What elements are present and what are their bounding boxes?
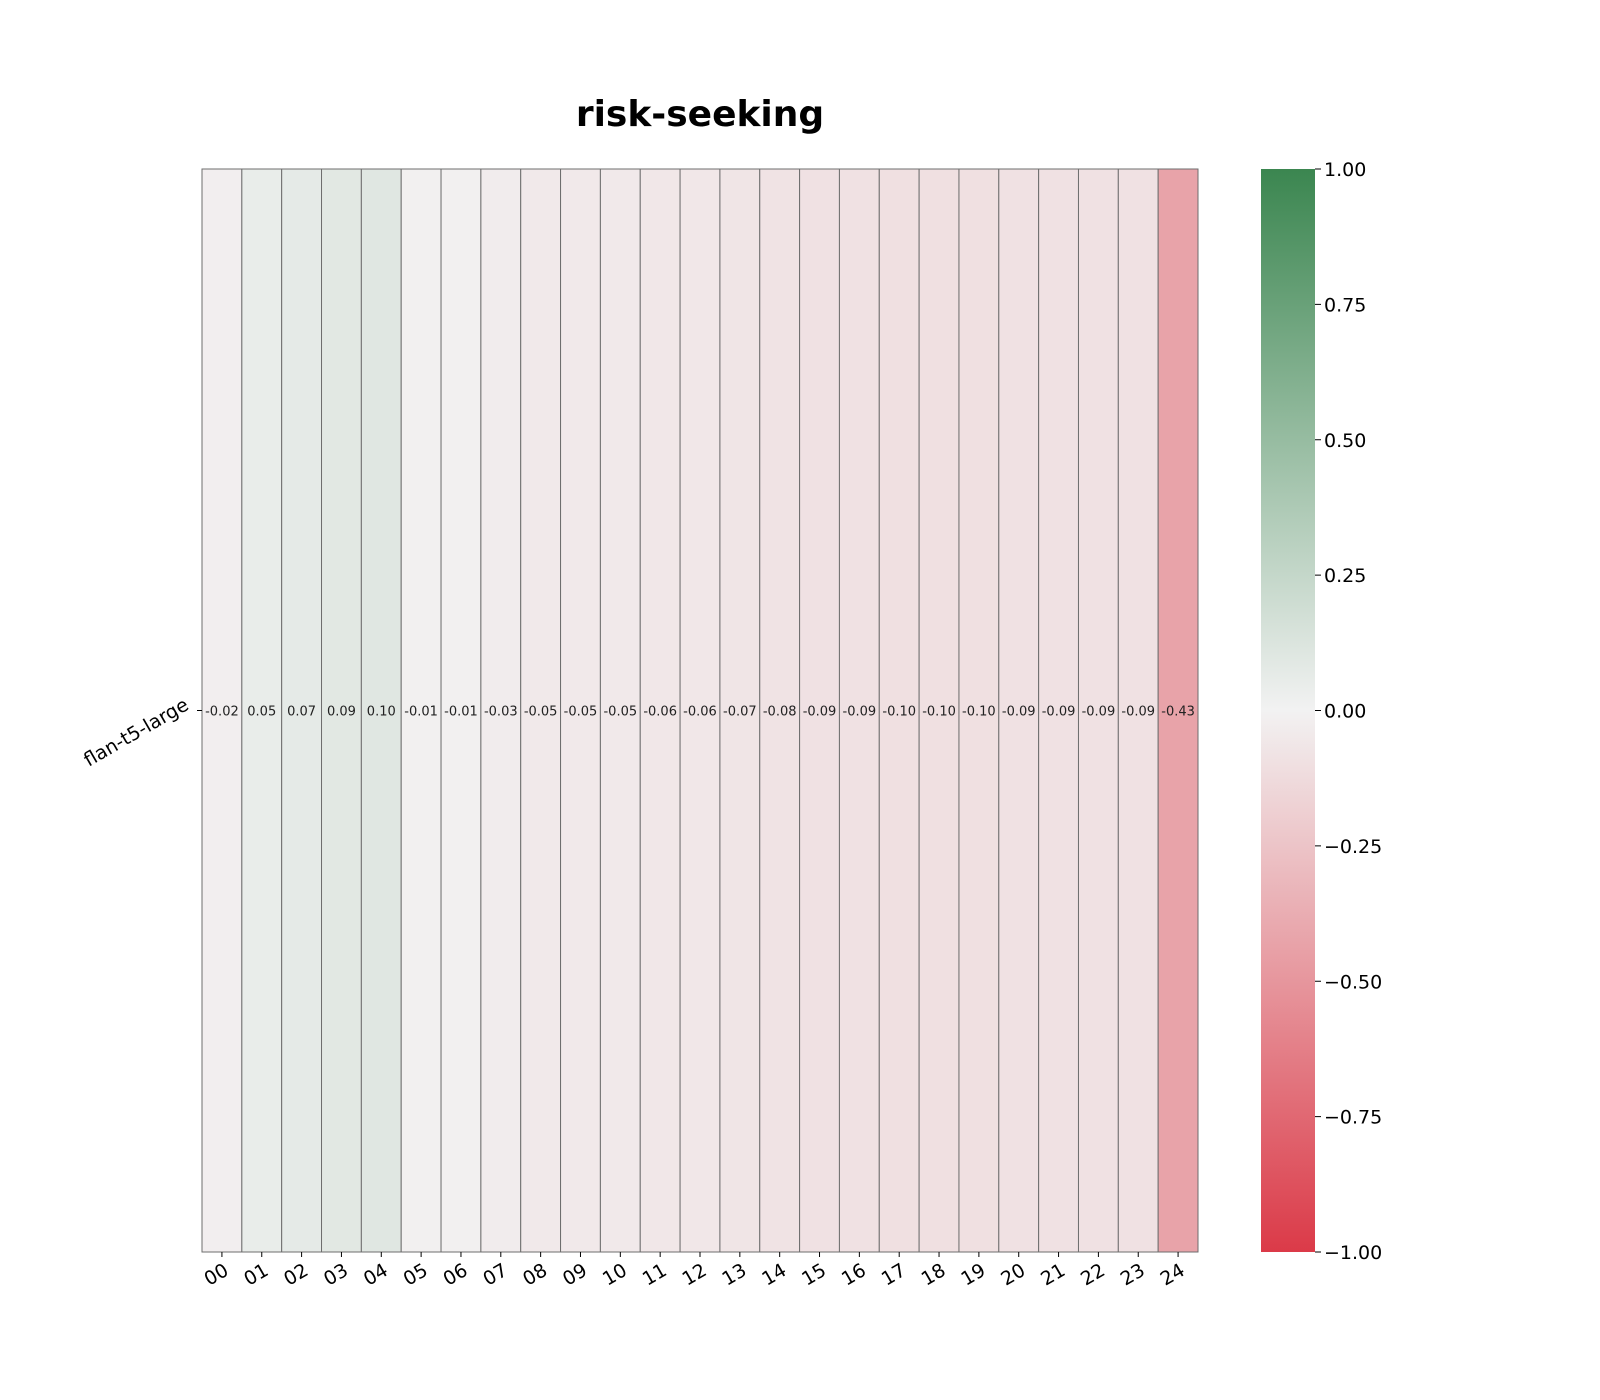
column-label: 24 bbox=[1157, 1259, 1189, 1290]
cell-value-label: -0.05 bbox=[564, 705, 598, 720]
colorbar: 1.00 0.75 0.50 0.25 0.00 −0.25 −0.50 −0.75 −1.00 bbox=[1261, 159, 1382, 1264]
cell-value-label: -0.08 bbox=[763, 705, 797, 720]
column-label: 04 bbox=[360, 1259, 392, 1290]
heatmap-cell bbox=[958, 168, 1000, 1253]
column-label: 19 bbox=[957, 1259, 989, 1290]
column-label: 05 bbox=[400, 1259, 432, 1290]
cell-value-label: -0.05 bbox=[524, 705, 558, 720]
cell-value-label: 0.05 bbox=[247, 705, 276, 720]
heatmap-cell bbox=[201, 168, 243, 1253]
heatmap-cell bbox=[878, 168, 920, 1253]
heatmap-cell bbox=[480, 168, 522, 1253]
heatmap-cell bbox=[1157, 168, 1199, 1253]
heatmap-cell bbox=[1077, 168, 1119, 1253]
colorbar-tick-label: 0.00 bbox=[1324, 701, 1366, 723]
column-label: 00 bbox=[200, 1259, 232, 1290]
colorbar-tick-label: 1.00 bbox=[1324, 159, 1366, 181]
column-label: 11 bbox=[639, 1259, 671, 1290]
cell-value-label: -0.05 bbox=[603, 705, 637, 720]
cell-value-label: -0.43 bbox=[1161, 705, 1195, 720]
colorbar-tick-label: −0.25 bbox=[1324, 836, 1382, 858]
heatmap-cell bbox=[679, 168, 721, 1253]
heatmap-cell bbox=[719, 168, 761, 1253]
column-label: 18 bbox=[918, 1259, 950, 1290]
cell-value-label: -0.10 bbox=[922, 705, 956, 720]
heatmap-cell bbox=[998, 168, 1040, 1253]
heatmap-cell bbox=[400, 168, 442, 1253]
column-label: 09 bbox=[559, 1259, 591, 1290]
cell-value-label: -0.09 bbox=[1082, 705, 1116, 720]
cell-value-label: 0.07 bbox=[287, 705, 316, 720]
column-label: 08 bbox=[519, 1259, 551, 1290]
column-label: 13 bbox=[718, 1259, 750, 1290]
column-label: 23 bbox=[1117, 1259, 1149, 1290]
cell-value-label: -0.09 bbox=[1002, 705, 1036, 720]
cell-value-label: 0.09 bbox=[327, 705, 356, 720]
heatmap-cell bbox=[639, 168, 681, 1253]
cell-value-label: -0.09 bbox=[1042, 705, 1076, 720]
column-label: 22 bbox=[1077, 1259, 1109, 1290]
column-labels: 00 01 02 03 04 05 06 07 08 09 10 11 12 13 14 15 16 17 18 19… bbox=[200, 1252, 1189, 1290]
cell-value-label: -0.09 bbox=[1121, 705, 1155, 720]
row-label: flan-t5-large bbox=[80, 694, 192, 772]
heatmap-cell bbox=[560, 168, 601, 1253]
row-labels: flan-t5-large bbox=[80, 694, 202, 772]
column-label: 03 bbox=[320, 1259, 352, 1290]
cell-value-label: -0.10 bbox=[882, 705, 916, 720]
colorbar-ticks: 1.00 0.75 0.50 0.25 0.00 −0.25 −0.50 −0.75 −1.00 bbox=[1315, 159, 1382, 1264]
colorbar-tick-label: 0.25 bbox=[1324, 565, 1366, 587]
column-label: 17 bbox=[878, 1259, 910, 1290]
cell-value-label: -0.02 bbox=[205, 705, 239, 720]
cell-value-label: -0.01 bbox=[404, 705, 438, 720]
heatmap-cell bbox=[241, 168, 283, 1253]
colorbar-gradient bbox=[1261, 169, 1315, 1252]
colorbar-tick-label: −1.00 bbox=[1324, 1242, 1382, 1264]
colorbar-tick-label: −0.75 bbox=[1324, 1107, 1382, 1129]
cell-value-label: 0.10 bbox=[367, 705, 396, 720]
cell-value-label: -0.01 bbox=[444, 705, 478, 720]
colorbar-tick-label: −0.50 bbox=[1324, 971, 1382, 993]
colorbar-tick-label: 0.50 bbox=[1324, 430, 1366, 452]
column-label: 14 bbox=[758, 1259, 790, 1290]
heatmap-cell bbox=[1038, 168, 1079, 1253]
cell-value-label: -0.03 bbox=[484, 705, 518, 720]
heatmap-cell bbox=[321, 168, 362, 1253]
chart-title: risk-seeking bbox=[576, 94, 824, 135]
cell-value-label: -0.09 bbox=[803, 705, 837, 720]
heatmap-cell bbox=[360, 168, 402, 1253]
cell-value-label: -0.06 bbox=[643, 705, 677, 720]
column-label: 15 bbox=[798, 1259, 830, 1290]
cell-value-label: -0.09 bbox=[843, 705, 877, 720]
cell-value-label: -0.10 bbox=[962, 705, 996, 720]
column-label: 06 bbox=[440, 1259, 472, 1290]
column-label: 21 bbox=[1037, 1259, 1069, 1290]
heatmap-cell bbox=[281, 168, 323, 1253]
cell-value-label: -0.06 bbox=[683, 705, 717, 720]
heatmap-cell bbox=[918, 168, 960, 1253]
column-label: 07 bbox=[479, 1259, 511, 1290]
column-label: 16 bbox=[838, 1259, 870, 1290]
cell-value-label: -0.07 bbox=[723, 705, 757, 720]
heatmap-cells: -0.02 0.05 0.07 0.09 0.10 -0.01 -0.01 -0.03 -0.0… bbox=[201, 168, 1199, 1253]
column-label: 20 bbox=[997, 1259, 1029, 1290]
column-label: 01 bbox=[240, 1259, 272, 1290]
column-label: 12 bbox=[679, 1259, 711, 1290]
heatmap-cell bbox=[838, 168, 880, 1253]
colorbar-tick-label: 0.75 bbox=[1324, 294, 1366, 316]
heatmap-cell bbox=[799, 168, 840, 1253]
column-label: 02 bbox=[280, 1259, 312, 1290]
column-label: 10 bbox=[599, 1259, 631, 1290]
